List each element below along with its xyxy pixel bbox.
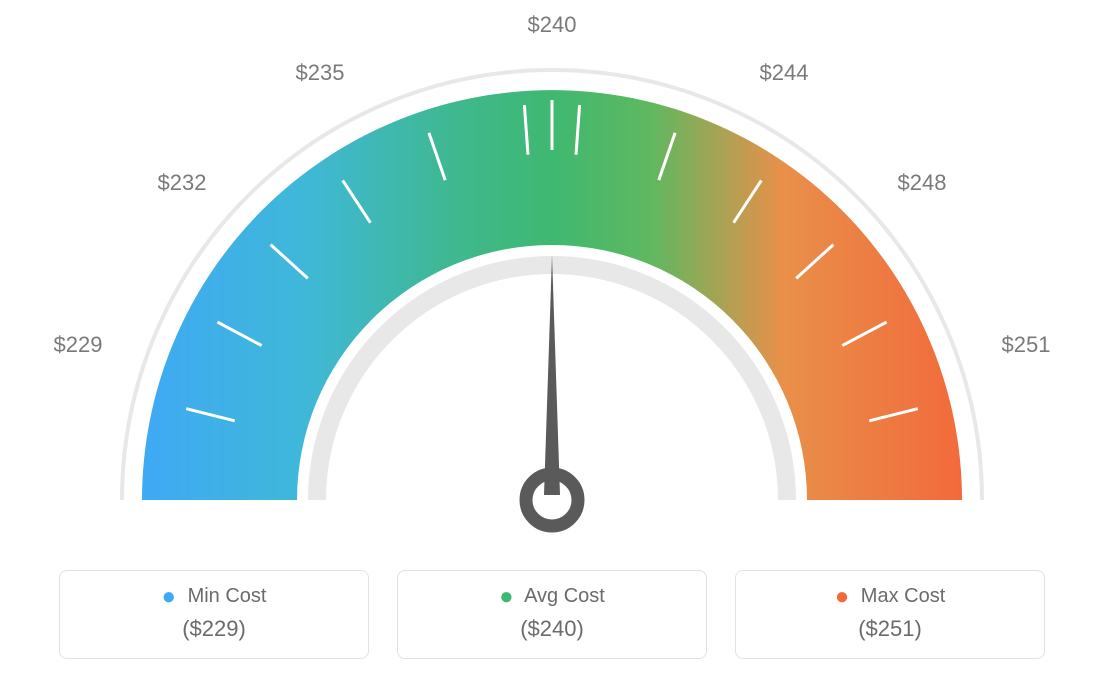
legend-label: Avg Cost xyxy=(524,585,605,607)
legend-card-avg: ● Avg Cost ($240) xyxy=(397,570,707,659)
tick-label-4: $244 xyxy=(760,60,809,85)
legend-value-min: ($229) xyxy=(68,616,360,642)
gauge-needle xyxy=(526,255,578,526)
tick-label-0: $229 xyxy=(54,332,103,357)
tick-label-5: $248 xyxy=(898,170,947,195)
dot-icon: ● xyxy=(835,583,850,610)
gauge-svg: $229 $232 $235 $240 $244 $248 $251 xyxy=(0,0,1104,560)
tick-label-6: $251 xyxy=(1002,332,1051,357)
tick-label-3: $240 xyxy=(528,12,577,37)
legend-title-avg: ● Avg Cost xyxy=(406,585,698,608)
legend-card-min: ● Min Cost ($229) xyxy=(59,570,369,659)
dot-icon: ● xyxy=(162,583,177,610)
gauge-chart: $229 $232 $235 $240 $244 $248 $251 xyxy=(0,0,1104,560)
legend-title-min: ● Min Cost xyxy=(68,585,360,608)
tick-label-2: $235 xyxy=(296,60,345,85)
dot-icon: ● xyxy=(499,583,514,610)
legend-label: Max Cost xyxy=(861,585,945,607)
legend-card-max: ● Max Cost ($251) xyxy=(735,570,1045,659)
legend-title-max: ● Max Cost xyxy=(744,585,1036,608)
tick-label-1: $232 xyxy=(158,170,207,195)
legend-label: Min Cost xyxy=(188,585,267,607)
legend-row: ● Min Cost ($229) ● Avg Cost ($240) ● Ma… xyxy=(0,570,1104,659)
legend-value-avg: ($240) xyxy=(406,616,698,642)
legend-value-max: ($251) xyxy=(744,616,1036,642)
